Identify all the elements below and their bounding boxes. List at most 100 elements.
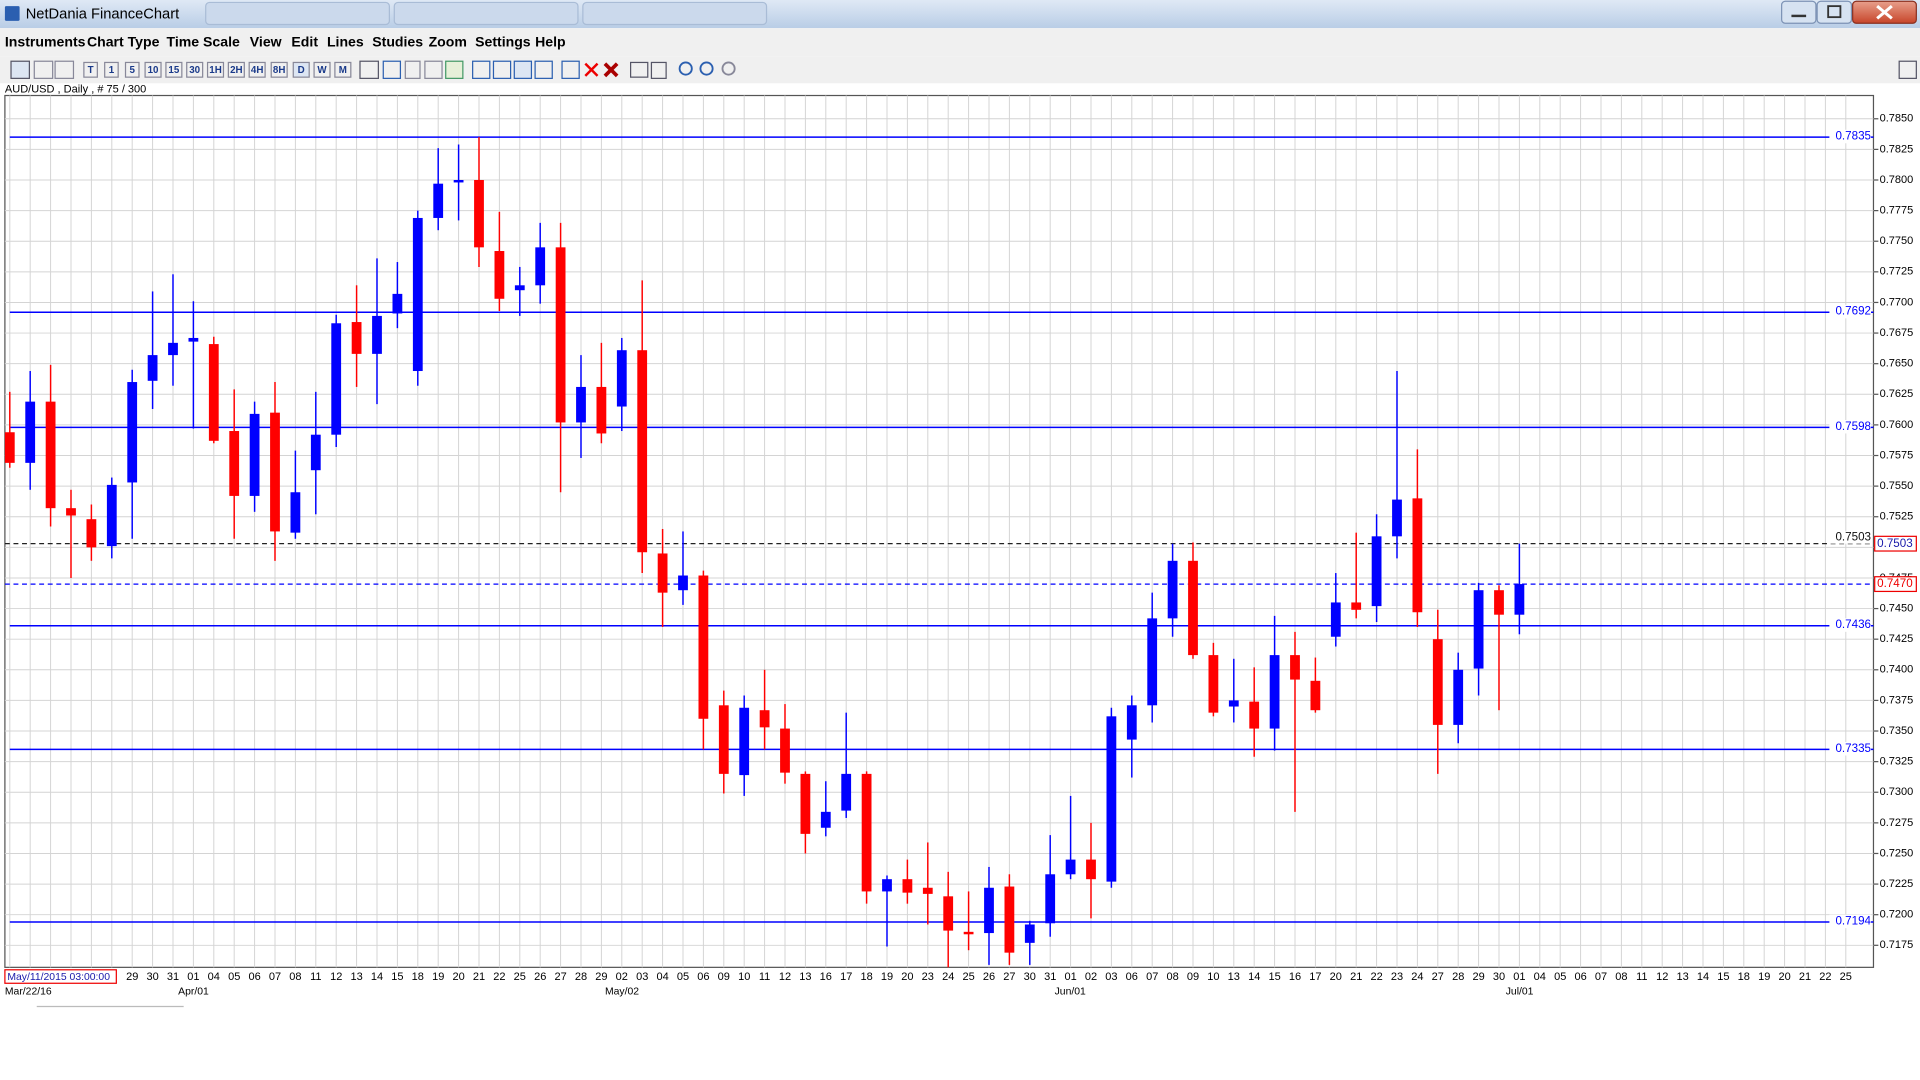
timeframe-label[interactable]: 1H	[209, 65, 222, 76]
tool-button[interactable]	[445, 60, 464, 79]
timeframe-button[interactable]	[124, 61, 140, 78]
menu-item[interactable]: Settings	[475, 34, 531, 50]
x-tick-label: 05	[1554, 971, 1566, 983]
candle-body	[270, 412, 280, 532]
candle-body	[698, 575, 709, 719]
menu-item[interactable]: Zoom	[429, 34, 467, 50]
timeframe-button[interactable]	[227, 61, 245, 78]
price-box	[1874, 535, 1917, 552]
candle-body	[1453, 669, 1464, 725]
tool-button[interactable]	[359, 60, 379, 79]
y-tick-label: 0.7250	[1880, 847, 1914, 859]
candle-body	[310, 434, 321, 471]
candles	[4, 137, 1525, 968]
tool-button[interactable]	[472, 60, 491, 79]
menu-item[interactable]: Time Scale	[167, 34, 240, 50]
x-axis: 29 30 31 01 04 05 06 07 08 11 12 13 14 15 18 19 20 21 22 25…	[126, 971, 1852, 983]
timeframe-button[interactable]	[334, 61, 352, 78]
y-tick-label: 0.7425	[1880, 633, 1914, 645]
timeframe-label[interactable]: 4H	[251, 65, 264, 76]
menu-item[interactable]: Studies	[372, 34, 423, 50]
tool-button[interactable]	[534, 60, 553, 79]
timeframe-label[interactable]: 30	[189, 65, 200, 76]
menu-item[interactable]: Instruments	[5, 34, 86, 50]
menu-item[interactable]: Help	[535, 34, 566, 50]
tool-delete-all[interactable]	[603, 62, 619, 78]
timeframe-button[interactable]	[313, 61, 331, 78]
level-label: 0.7194	[1835, 915, 1871, 928]
timeframe-label[interactable]: M	[339, 65, 347, 76]
tool-zoom-in[interactable]	[678, 61, 693, 76]
tab[interactable]	[582, 1, 768, 26]
x-tick-label: 10	[738, 971, 750, 983]
timeframe-button[interactable]	[186, 61, 204, 78]
timeframe-button[interactable]	[83, 61, 98, 78]
menu-item[interactable]: Edit	[291, 34, 318, 50]
candle-body	[188, 337, 199, 342]
x-tick-label: 04	[656, 971, 668, 983]
tool-button[interactable]	[513, 60, 533, 79]
candle-body	[66, 508, 76, 516]
candle-body	[372, 315, 382, 354]
x-tick-label: 29	[595, 971, 607, 983]
tool-button[interactable]	[33, 60, 54, 79]
timeframe-label[interactable]: 10	[148, 65, 159, 76]
tool-button[interactable]	[424, 60, 443, 79]
menu-item[interactable]: Lines	[327, 34, 364, 50]
tab[interactable]	[205, 1, 390, 26]
timeframe-button[interactable]	[144, 61, 162, 78]
tool-button[interactable]	[54, 60, 75, 79]
x-tick-label: 25	[962, 971, 974, 983]
timeframe-button[interactable]	[248, 61, 266, 78]
timeframe-button[interactable]	[206, 61, 225, 78]
x-tick-label: 07	[1146, 971, 1158, 983]
tab[interactable]	[393, 1, 579, 26]
candle-body	[1065, 859, 1076, 875]
tool-button[interactable]	[382, 60, 402, 79]
timeframe-button[interactable]	[292, 61, 310, 78]
x-tick-label: 06	[1574, 971, 1586, 983]
candle-body	[208, 344, 219, 441]
tool-button[interactable]	[561, 60, 580, 79]
candle-body	[392, 293, 403, 314]
x-tick-label: 25	[1840, 971, 1852, 983]
timeframe-label[interactable]: 2H	[230, 65, 243, 76]
tool-button[interactable]	[10, 60, 30, 79]
tool-button[interactable]	[1898, 60, 1917, 79]
candle-body	[1514, 584, 1525, 615]
timeframe-label[interactable]: 5	[130, 65, 136, 76]
x-tick-label: 21	[1350, 971, 1362, 983]
tool-delete[interactable]	[584, 62, 599, 77]
menu-item[interactable]: View	[250, 34, 282, 50]
minimize-button[interactable]	[1781, 0, 1817, 24]
tool-print[interactable]	[630, 61, 649, 78]
timeframe-label[interactable]: T	[88, 65, 94, 76]
tool-button[interactable]	[492, 60, 512, 79]
x-tick-label: 19	[432, 971, 444, 983]
period-label: Jun/01	[1055, 987, 1086, 998]
timeframe-label[interactable]: 15	[168, 65, 179, 76]
timeframe-button[interactable]	[270, 61, 288, 78]
timeframe-button[interactable]	[104, 61, 119, 78]
timeframe-label[interactable]: 1	[109, 65, 115, 76]
menu-item[interactable]: Chart Type	[87, 34, 160, 50]
timeframe-label[interactable]: 8H	[273, 65, 286, 76]
tool-button[interactable]	[404, 60, 421, 79]
tool-zoom-reset[interactable]	[721, 61, 736, 76]
x-tick-label: 15	[391, 971, 403, 983]
x-tick-label: 15	[1717, 971, 1729, 983]
x-tick-label: 08	[289, 971, 301, 983]
level-label: 0.7335	[1835, 742, 1871, 755]
candle-body	[433, 183, 444, 218]
y-tick-label: 0.7850	[1880, 113, 1914, 125]
x-tick-label: 12	[330, 971, 342, 983]
level-label-bg	[1829, 618, 1872, 632]
timeframe-label[interactable]: W	[317, 65, 327, 76]
tool-zoom-out[interactable]	[699, 61, 714, 76]
y-tick-label: 0.7225	[1880, 878, 1914, 890]
maximize-button[interactable]	[1816, 0, 1853, 24]
period-label: Jul/01	[1506, 987, 1534, 998]
tool-preview[interactable]	[650, 61, 667, 79]
timeframe-button[interactable]	[165, 61, 183, 78]
timeframe-label[interactable]: D	[298, 65, 305, 76]
